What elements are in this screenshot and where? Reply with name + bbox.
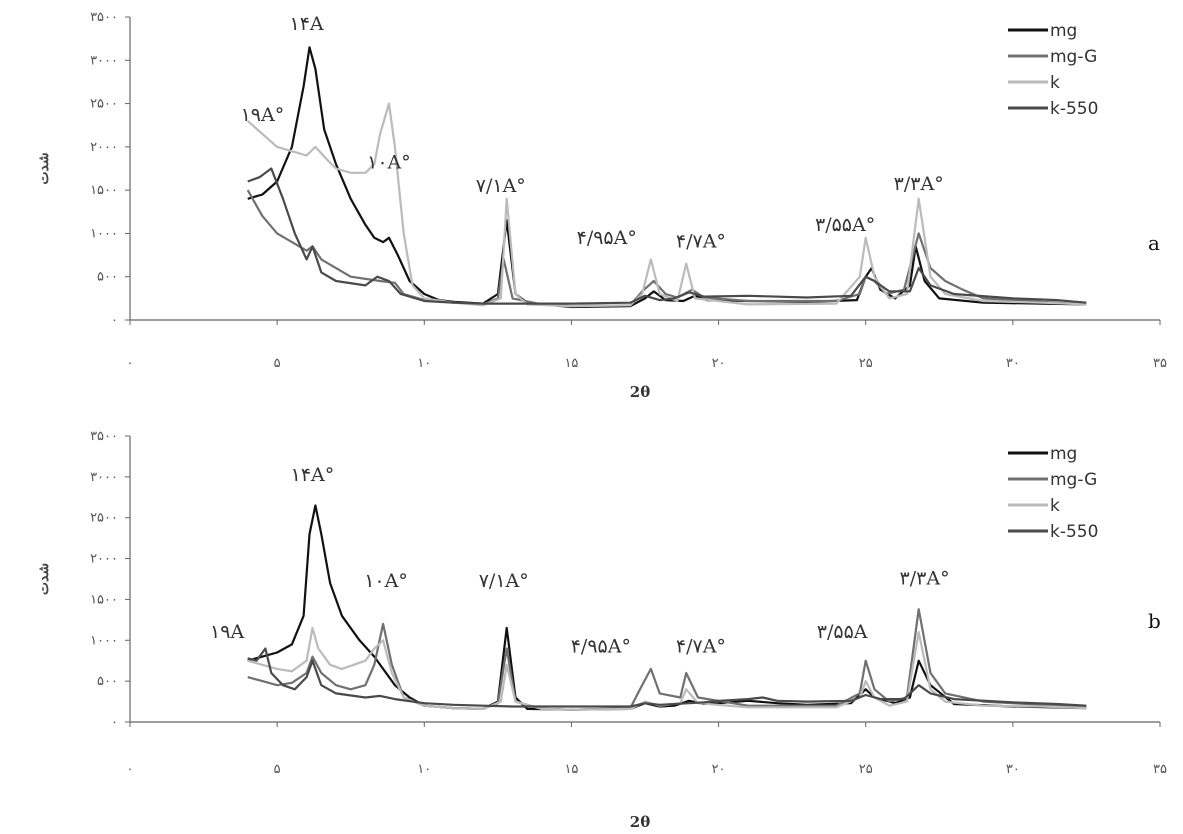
legend-label-k: k	[1050, 73, 1060, 93]
x-tick-label: ۰	[127, 762, 134, 777]
peak-annotation: ۳/۵۵A°	[815, 214, 875, 236]
series-line-mg-G	[247, 608, 1087, 711]
legend-label-k: k	[1050, 496, 1060, 516]
panel-label: a	[1148, 231, 1160, 255]
peak-annotation: ۳/۳A°	[900, 568, 950, 590]
peak-annotation: ۷/۱A°	[479, 570, 529, 592]
legend-label-mg-G: mg-G	[1050, 470, 1097, 490]
panel-label: b	[1148, 609, 1161, 633]
y-tick-label: ۳۰۰۰	[90, 470, 118, 485]
chart-panel-b: ۰ ۵۰۰ ۱۰۰۰ ۱۵۰۰ ۲۰۰۰ ۲۵۰۰ ۳۰۰۰ ۳۵۰۰ ۰ ۵ ۱۰ ۱۵ ۲۰ ۲۵ ۳۰…	[36, 429, 1167, 831]
series-line-k	[246, 102, 1087, 308]
x-tick-label: ۱۵	[564, 762, 578, 777]
y-tick-label: ۲۰۰۰	[90, 140, 118, 155]
peak-annotation: ۱۹A°	[241, 104, 285, 126]
y-tick-label: ۲۵۰۰	[90, 97, 118, 112]
peak-annotation: ۱۰A°	[367, 152, 411, 174]
series-line-k	[247, 626, 1087, 711]
peak-annotation: ۴/۹۵A°	[571, 636, 631, 658]
series-line-mg-G	[246, 189, 1087, 308]
y-tick-label: ۱۵۰۰	[90, 183, 118, 198]
legend-label-k-550: k-550	[1050, 522, 1098, 542]
x-tick-label: ۳۰	[1006, 762, 1020, 777]
x-tick-label: ۱۰	[417, 356, 431, 371]
legend-label-mg: mg	[1050, 444, 1077, 464]
x-tick-label: ۱۰	[417, 762, 431, 777]
legend-label-mg: mg	[1050, 21, 1077, 41]
y-tick-label: ۳۰۰۰	[90, 53, 118, 68]
peak-annotation: ۴/۷A°	[676, 636, 726, 658]
peak-annotation: ۷/۱A°	[476, 175, 526, 197]
x-tick-label: ۱۵	[564, 356, 578, 371]
y-tick-label: ۵۰۰	[97, 270, 118, 285]
series-line-k-550	[247, 167, 1087, 305]
peak-annotation: ۱۰A°	[364, 570, 408, 592]
y-tick-label: ۳۵۰۰	[90, 10, 118, 25]
peak-annotation: ۴/۷A°	[676, 230, 726, 252]
y-axis-label: شدت	[36, 563, 52, 595]
y-tick-label: ۳۵۰۰	[90, 429, 118, 444]
y-tick-label: ۲۵۰۰	[90, 511, 118, 526]
y-tick-label: ۱۰۰۰	[90, 226, 118, 241]
y-tick-label: ۲۰۰۰	[90, 552, 118, 567]
y-axis-label: شدت	[36, 152, 52, 184]
series-line-k-550	[247, 647, 1087, 708]
peak-annotation: ۱۹A	[210, 621, 244, 643]
peak-annotation: ۴/۹۵A°	[577, 227, 637, 249]
chart-panel-a: ۰ ۵۰۰ ۱۰۰۰ ۱۵۰۰ ۲۰۰۰ ۲۵۰۰ ۳۰۰۰ ۳۵۰۰ ۰ ۵ ۱۰ ۱۵ ۲۰ ۲۵ ۳۰…	[36, 10, 1167, 401]
y-tick-label: ۰	[111, 715, 118, 730]
x-tick-label: ۲۰	[712, 762, 726, 777]
y-tick-label: ۱۰۰۰	[90, 633, 118, 648]
peak-annotation: ۱۴A°	[291, 464, 335, 486]
x-tick-label: ۵	[274, 762, 281, 777]
y-tick-label: ۰	[111, 313, 118, 328]
x-tick-label: ۲۵	[859, 356, 873, 371]
legend-label-mg-G: mg-G	[1050, 47, 1097, 67]
x-tick-label: ۲۵	[859, 762, 873, 777]
legend-label-k-550: k-550	[1050, 99, 1098, 119]
x-tick-label: ۳۵	[1153, 356, 1167, 371]
x-tick-label: ۵	[274, 356, 281, 371]
peak-annotation: ۳/۵۵A	[817, 621, 868, 643]
x-tick-label: ۰	[127, 356, 134, 371]
x-axis-label: 2θ	[630, 813, 650, 831]
x-axis-label: 2θ	[630, 383, 650, 401]
series-line-mg	[247, 504, 1087, 711]
x-tick-label: ۳۰	[1006, 356, 1020, 371]
series-line-mg	[247, 46, 1087, 309]
x-tick-label: ۳۵	[1153, 762, 1167, 777]
peak-annotation: ۱۴A	[290, 13, 324, 35]
peak-annotation: ۳/۳A°	[894, 173, 944, 195]
y-tick-label: ۱۵۰۰	[90, 592, 118, 607]
y-tick-label: ۵۰۰	[97, 674, 118, 689]
x-tick-label: ۲۰	[712, 356, 726, 371]
